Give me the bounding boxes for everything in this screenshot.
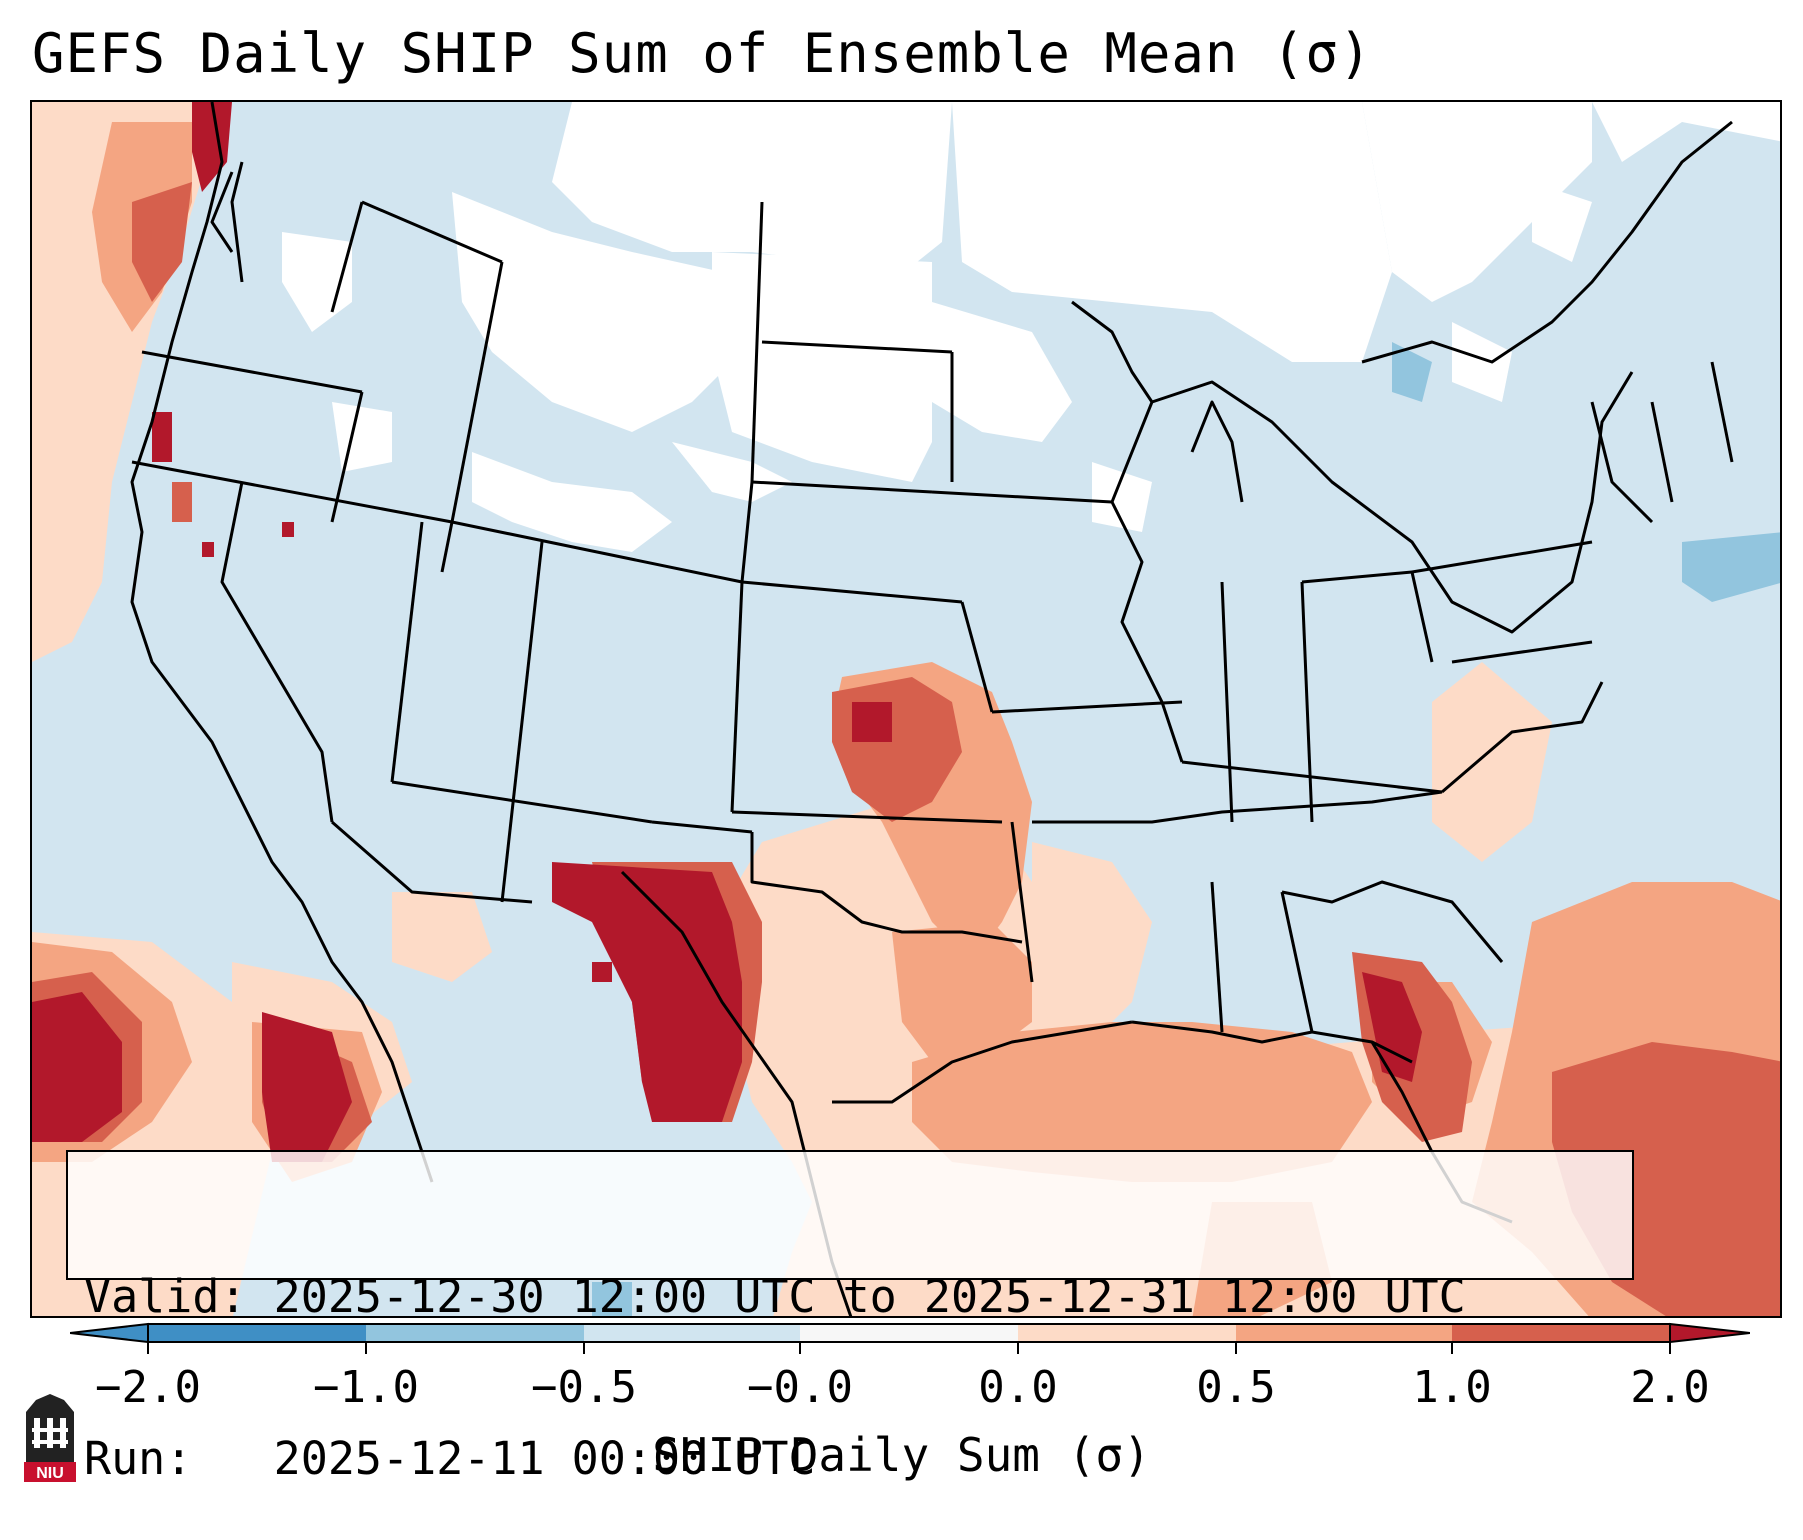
run-value: 2025-12-11 00:00 UTC <box>273 1432 816 1485</box>
colorbar-outline <box>147 1323 1671 1343</box>
colorbar-segment-6 <box>1236 1324 1452 1342</box>
valid-value: 2025-12-30 12:00 UTC to 2025-12-31 12:00… <box>273 1270 1466 1323</box>
colorbar-title: SHIP Daily Sum (σ) <box>652 1428 1151 1482</box>
map-title: GEFS Daily SHIP Sum of Ensemble Mean (σ) <box>32 22 1373 85</box>
positive-extreme-regions <box>32 102 1422 1162</box>
logo-text: NIU <box>36 1465 64 1482</box>
colorbar-segment-2 <box>366 1324 584 1342</box>
run-label: Run: <box>84 1432 193 1485</box>
colorbar-tick-label: −2.0 <box>95 1362 201 1413</box>
colorbar-tick-marks <box>147 1342 1671 1354</box>
anomaly-map <box>32 102 1780 1316</box>
colorbar-tick-label: 2.0 <box>1630 1362 1710 1413</box>
negative-regions <box>592 342 1780 1316</box>
niu-logo-icon: NIU <box>24 1394 76 1482</box>
neutral-regions <box>282 102 1780 552</box>
colorbar-segment-7 <box>1452 1324 1670 1342</box>
valid-label: Valid: <box>84 1270 247 1323</box>
colorbar-segment-3 <box>584 1324 800 1342</box>
colorbar-tick-label: −0.0 <box>747 1362 853 1413</box>
colorbar-segment-5 <box>1018 1324 1236 1342</box>
colorbar-segment-4 <box>800 1324 1018 1342</box>
valid-row: Valid: 2025-12-30 12:00 UTC to 2025-12-3… <box>84 1270 1616 1324</box>
colorbar-tick-label: 1.0 <box>1412 1362 1492 1413</box>
colorbar-tick-label: −1.0 <box>313 1362 419 1413</box>
run-row: Run: 2025-12-11 00:00 UTC <box>84 1432 1616 1486</box>
colorbar-tick-label: 0.5 <box>1196 1362 1276 1413</box>
map-panel <box>30 100 1782 1318</box>
colorbar-tick-label: 0.0 <box>978 1362 1058 1413</box>
colorbar-segment-1 <box>148 1324 366 1342</box>
colorbar-arrow-low <box>70 1322 149 1344</box>
colorbar-arrow-high <box>1669 1322 1750 1344</box>
colorbar-tick-label: −0.5 <box>531 1362 637 1413</box>
colorbar <box>70 1322 1750 1354</box>
political-boundaries <box>130 102 1734 1316</box>
validity-info-box: Valid: 2025-12-30 12:00 UTC to 2025-12-3… <box>66 1150 1634 1485</box>
